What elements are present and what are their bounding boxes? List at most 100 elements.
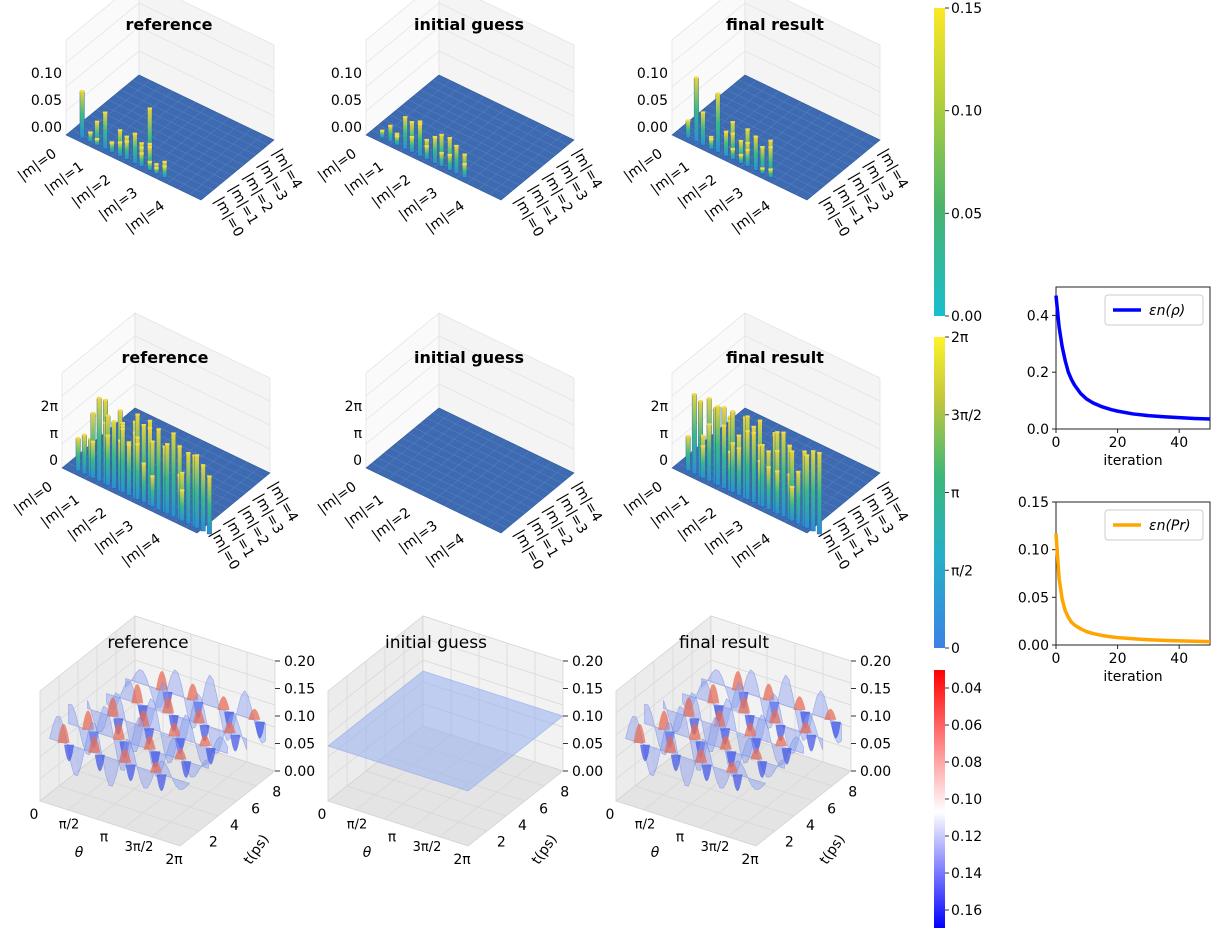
t-tick-label: 8 xyxy=(848,785,857,801)
bar-top xyxy=(192,454,197,457)
t-tick-label: 4 xyxy=(806,818,815,834)
surface-peak xyxy=(168,722,181,737)
z-tick-label: 2π xyxy=(651,399,669,415)
bar-top xyxy=(715,405,721,408)
grid-line xyxy=(365,661,507,817)
grid-line xyxy=(671,359,746,421)
surface-trough xyxy=(254,721,265,739)
panel-title: final result xyxy=(679,633,769,653)
bar xyxy=(109,143,115,153)
bar-top xyxy=(713,406,718,409)
z-tick-label: π xyxy=(50,426,59,442)
bar xyxy=(795,472,801,525)
theta-tick-label: π/2 xyxy=(635,817,655,832)
grid-line xyxy=(134,383,271,450)
theta-tick-label: π xyxy=(676,830,685,846)
t-tick-label: 2 xyxy=(209,835,218,851)
bar-top xyxy=(738,139,744,142)
bar-top xyxy=(715,92,721,95)
surface-ribbon xyxy=(625,716,767,790)
bar-top xyxy=(417,120,423,123)
surface-peak xyxy=(762,683,775,701)
bar-top xyxy=(171,432,176,435)
bar xyxy=(745,431,751,500)
z-tick-label: 0.00 xyxy=(860,764,891,780)
surface-peak xyxy=(682,697,695,717)
z-tick-label: 0.05 xyxy=(331,93,362,109)
bar-top xyxy=(120,427,125,430)
grid-line xyxy=(438,50,575,117)
convergence-chart: 0.00 0.05 0.10 0.15 0 20 40 iteration εn(Pr) xyxy=(1018,495,1211,685)
grid-line xyxy=(61,335,136,397)
bar-top xyxy=(105,414,111,417)
grid-line xyxy=(671,2,746,64)
surface-peak xyxy=(719,735,732,750)
bar-top xyxy=(111,420,117,423)
surface-trough xyxy=(94,754,105,772)
bar-top xyxy=(150,440,155,443)
y-tick-label: 0.00 xyxy=(1018,638,1049,654)
colorbar-tick-label: 2π xyxy=(951,330,969,346)
grid-line xyxy=(744,50,881,117)
surface-peak xyxy=(768,709,781,724)
floor-mesh xyxy=(784,128,858,190)
theta-tick-label: 3π/2 xyxy=(701,840,730,855)
grid-line xyxy=(65,26,140,88)
surface-trough xyxy=(156,774,167,791)
surface-peak xyxy=(137,710,150,727)
surface-ribbon xyxy=(663,692,804,767)
surface-peak xyxy=(143,735,156,750)
grid-line xyxy=(115,631,257,787)
y-tick-label: 0.2 xyxy=(1027,365,1049,381)
bar-top xyxy=(802,450,807,453)
bar-top xyxy=(88,437,93,440)
grid-line xyxy=(327,637,564,714)
bar-top xyxy=(775,431,780,434)
z-tick-label: 0.10 xyxy=(860,709,891,725)
z-tick-label: 0.10 xyxy=(572,709,603,725)
grid-line xyxy=(95,634,192,820)
floor-mesh xyxy=(738,79,875,146)
z-tick-label: 0.05 xyxy=(572,737,603,753)
surface-peak xyxy=(707,684,720,704)
surface-ribbon xyxy=(68,703,209,778)
z-tick-label: 0.20 xyxy=(860,654,891,670)
surface-trough xyxy=(125,764,136,782)
bar xyxy=(774,471,780,514)
bar-top xyxy=(88,131,93,134)
bar-top xyxy=(772,434,778,437)
bar-top xyxy=(388,124,393,127)
theta-tick-label: 2π xyxy=(165,852,183,868)
bar xyxy=(691,394,697,475)
t-tick-label: 6 xyxy=(251,801,260,817)
colorbar-tick-label: 0.04 xyxy=(951,681,982,697)
surface-peak xyxy=(658,710,671,730)
floor-mesh xyxy=(132,79,269,146)
floor-mesh xyxy=(189,134,263,195)
bar-top xyxy=(721,406,727,409)
bar-top xyxy=(742,416,748,419)
surface-peak xyxy=(713,710,726,727)
bar xyxy=(700,112,706,146)
surface-ribbon xyxy=(644,703,785,778)
panel-title: final result xyxy=(726,15,824,34)
bar-top xyxy=(721,424,727,427)
series-line xyxy=(1054,295,1211,421)
bar xyxy=(432,137,438,164)
theta-axis-label: θ xyxy=(75,845,84,861)
surface-peak xyxy=(824,708,837,720)
surface-trough xyxy=(670,754,681,772)
grid-line xyxy=(438,26,575,93)
bar xyxy=(200,465,206,532)
bar-top xyxy=(156,428,161,431)
panel-title: reference xyxy=(125,15,212,34)
surface-peak xyxy=(199,735,212,747)
bar-top xyxy=(432,136,438,139)
z-tick-label: 0.00 xyxy=(572,764,603,780)
bar-top xyxy=(82,433,87,436)
grid-line xyxy=(671,50,746,112)
plot-frame xyxy=(1055,286,1211,430)
z-tick-label: 0.15 xyxy=(860,682,891,698)
